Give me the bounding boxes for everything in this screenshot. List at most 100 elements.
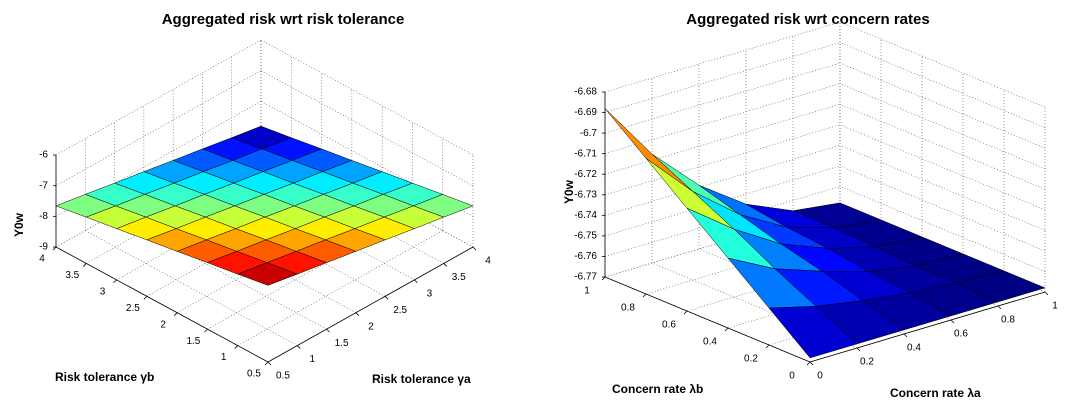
z-tick-label: -6.74 [574,210,597,221]
z-tick-label: -7 [39,180,48,191]
grid-line [260,39,474,156]
grid-line [604,62,841,134]
tick-mark [52,246,57,251]
tick-mark [113,279,117,284]
tick-mark [472,246,477,251]
tick-mark [806,361,811,366]
x-tick-label: 0 [817,371,823,382]
grid-line [604,83,841,154]
tick-mark [234,345,238,349]
tick-mark [204,328,208,333]
tick-mark [997,305,1002,310]
grid-line [604,21,841,93]
grid-line [839,186,1046,272]
y-tick-label: 0.4 [703,337,717,348]
grid-line [114,213,327,330]
grid-line [604,145,841,216]
tick-mark [297,345,301,349]
grid-line [839,145,1046,231]
tick-mark [903,333,908,338]
y-tick-label: 0.8 [621,303,635,314]
x-tick-label: 2.5 [393,305,407,316]
chart-title: Aggregated risk wrt concern rates [686,11,929,28]
tick-mark [809,361,814,366]
grid-line [839,21,1046,108]
grid-line [839,62,1046,149]
z-tick-label: -9 [39,242,48,253]
y-tick-label: 3 [100,286,106,297]
grid-line [839,165,1046,252]
tick-mark [384,296,389,300]
z-tick-label: -6.75 [574,231,597,242]
grid-line [85,230,298,346]
x-axis [267,246,474,363]
grid-line [55,39,262,156]
z-tick-label: -6.69 [574,107,597,118]
tick-mark [950,319,955,324]
y-tick-label: 0 [789,371,795,382]
x-tick-label: 0.8 [1001,315,1015,326]
x-axis [809,291,1046,363]
grid-line [604,103,841,175]
tick-mark [724,327,729,332]
y-axis-label: Risk tolerance γb [55,370,154,384]
y-tick-label: 3.5 [65,270,79,281]
x-tick-label: 0.2 [860,357,874,368]
z-tick-label: -6.71 [574,148,597,159]
tick-mark [601,276,606,281]
y-axis [55,246,269,363]
surface-patch [768,306,858,359]
grid-line [604,186,841,257]
z-axis-label: Y0w [12,212,26,237]
grid-line [604,165,841,237]
x-tick-label: 0.6 [954,329,968,340]
grid-line [55,70,262,186]
grid-line [604,124,841,196]
grid-line [260,101,474,217]
y-tick-label: 1 [584,286,590,297]
x-tick-label: 4 [485,256,491,267]
z-tick-label: -6.7 [580,128,598,139]
z-axis-label: Y0w [562,179,576,204]
tick-mark [856,347,861,352]
tick-mark [355,312,360,316]
y-tick-label: 2.5 [126,303,140,314]
y-tick-label: 0.2 [744,354,758,365]
chart-title: Aggregated risk wrt risk tolerance [162,11,405,28]
tick-mark [267,361,272,366]
tick-mark [264,361,269,366]
z-tick-label: -6.73 [574,189,597,200]
grid-line [839,103,1046,190]
y-tick-label: 1.5 [186,336,200,347]
z-tick-label: -6.77 [574,272,597,283]
tick-mark [1044,291,1049,296]
grid-line [839,42,1046,128]
y-axis-label: Concern rate λb [612,382,703,396]
x-tick-label: 1 [1052,301,1058,312]
x-axis-label: Concern rate λa [890,386,981,400]
x-tick-label: 1 [310,354,316,365]
surface-patch [645,158,735,230]
y-tick-label: 1 [221,352,227,363]
x-tick-label: 3 [427,288,433,299]
y-tick-label: 0.6 [662,320,676,331]
tick-mark [414,279,418,284]
grid-line [237,230,443,346]
z-tick-label: -6.68 [574,87,597,98]
surface-patch [237,262,298,286]
grid-line [604,42,841,113]
x-tick-label: 0.5 [276,371,290,382]
tick-mark [683,310,688,315]
grid-line [839,83,1046,169]
y-axis [604,276,811,363]
tick-mark [83,263,87,267]
z-tick-label: -6.76 [574,251,597,262]
y-tick-label: 2 [160,319,166,330]
x-tick-label: 1.5 [335,338,349,349]
grid-line [260,70,474,186]
z-tick-label: -6.72 [574,169,597,180]
tick-mark [173,312,178,316]
tick-mark [765,344,770,349]
x-tick-label: 2 [368,321,374,332]
